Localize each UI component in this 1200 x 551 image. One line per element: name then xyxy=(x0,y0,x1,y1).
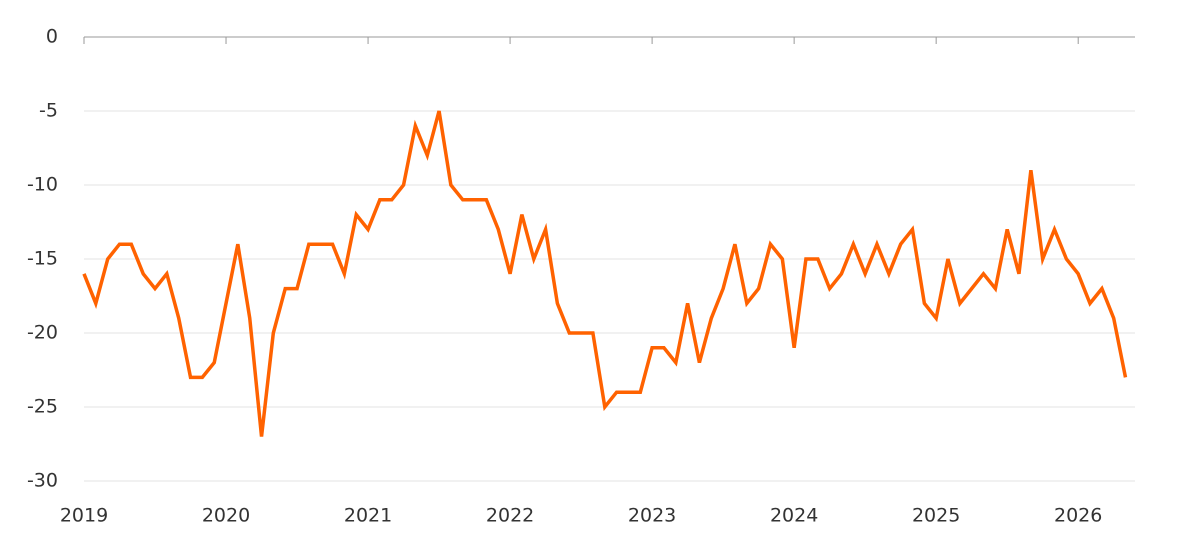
y-tick-label: -25 xyxy=(27,396,58,418)
x-tick-label: 2022 xyxy=(486,505,534,527)
x-tick-label: 2026 xyxy=(1054,505,1102,527)
x-tick-label: 2025 xyxy=(912,505,960,527)
x-tick-label: 2020 xyxy=(202,505,250,527)
x-tick-label: 2024 xyxy=(770,505,818,527)
x-tick-label: 2019 xyxy=(60,505,108,527)
y-tick-label: -30 xyxy=(27,470,58,492)
y-tick-label: -5 xyxy=(39,100,58,122)
y-tick-label: 0 xyxy=(46,26,58,48)
y-tick-label: -10 xyxy=(27,174,58,196)
x-tick-label: 2021 xyxy=(344,505,392,527)
data-line xyxy=(82,110,1128,437)
y-tick-label: -20 xyxy=(27,322,58,344)
x-tick-label: 2023 xyxy=(628,505,676,527)
y-tick-label: -15 xyxy=(27,248,58,270)
